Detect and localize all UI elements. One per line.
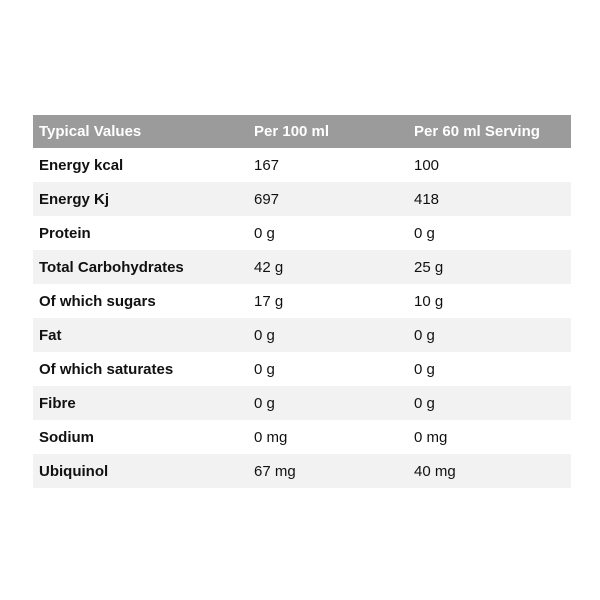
- row-label: Sodium: [39, 428, 94, 446]
- per-serving-value: 0 mg: [414, 428, 448, 446]
- row-label: Of which saturates: [39, 360, 174, 378]
- table-row: Energy kcal 167 100: [33, 148, 571, 182]
- row-label: Fibre: [33, 386, 248, 420]
- header-per-serving: Per 60 ml Serving: [408, 115, 571, 148]
- per-serving-value: 25 g: [408, 250, 571, 284]
- per-serving-value: 100: [414, 156, 440, 174]
- table-row: Of which saturates 0 g 0 g: [33, 352, 571, 386]
- per-serving-value: 10 g: [414, 292, 444, 310]
- header-typical-values: Typical Values: [33, 115, 248, 148]
- per-100ml-value: 0 g: [254, 224, 275, 242]
- row-label: Energy Kj: [33, 182, 248, 216]
- per-serving-value: 0 g: [408, 318, 571, 352]
- per-100ml-value: 0 mg: [254, 428, 288, 446]
- per-100ml-value: 42 g: [248, 250, 408, 284]
- table-row: Energy Kj 697 418: [33, 182, 571, 216]
- table-row: Ubiquinol 67 mg 40 mg: [33, 454, 571, 488]
- row-label: Ubiquinol: [33, 454, 248, 488]
- header-per-100ml: Per 100 ml: [248, 115, 408, 148]
- row-label: Protein: [39, 224, 91, 242]
- per-100ml-value: 0 g: [248, 386, 408, 420]
- per-serving-value: 418: [408, 182, 571, 216]
- table-header: Typical Values Per 100 ml Per 60 ml Serv…: [33, 115, 571, 148]
- table-row: Fibre 0 g 0 g: [33, 386, 571, 420]
- per-100ml-value: 67 mg: [248, 454, 408, 488]
- row-label: Of which sugars: [39, 292, 156, 310]
- row-label: Fat: [33, 318, 248, 352]
- table-row: Protein 0 g 0 g: [33, 216, 571, 250]
- per-100ml-value: 167: [254, 156, 280, 174]
- per-serving-value: 0 g: [414, 224, 435, 242]
- per-serving-value: 40 mg: [408, 454, 571, 488]
- table-row: Of which sugars 17 g 10 g: [33, 284, 571, 318]
- table-row: Fat 0 g 0 g: [33, 318, 571, 352]
- row-label: Energy kcal: [39, 156, 124, 174]
- per-100ml-value: 17 g: [254, 292, 284, 310]
- per-100ml-value: 0 g: [254, 360, 275, 378]
- per-serving-value: 0 g: [414, 360, 435, 378]
- header-row: Typical Values Per 100 ml Per 60 ml Serv…: [33, 115, 571, 148]
- table-row: Sodium 0 mg 0 mg: [33, 420, 571, 454]
- per-serving-value: 0 g: [408, 386, 571, 420]
- per-100ml-value: 697: [248, 182, 408, 216]
- table-row: Total Carbohydrates 42 g 25 g: [33, 250, 571, 284]
- per-100ml-value: 0 g: [248, 318, 408, 352]
- row-label: Total Carbohydrates: [33, 250, 248, 284]
- nutrition-table: Typical Values Per 100 ml Per 60 ml Serv…: [33, 115, 571, 488]
- table-body: Energy kcal 167 100 Energy Kj 697 418 Pr…: [33, 148, 571, 488]
